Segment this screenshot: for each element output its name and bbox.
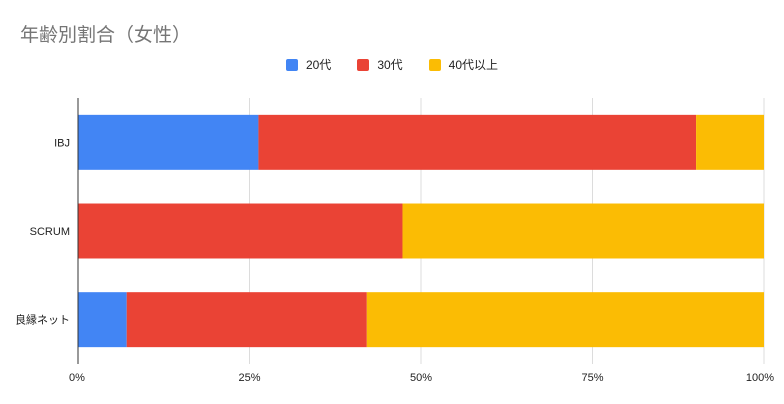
legend-label-30s: 30代 [377, 58, 403, 72]
chart-title: 年齢別割合（女性） [20, 25, 192, 46]
legend-item-20s[interactable]: 20代 [285, 56, 332, 73]
x-tick-label: 0% [69, 372, 85, 384]
legend-item-40s-plus[interactable]: 40代以上 [428, 56, 499, 73]
legend-swatch-30s [357, 58, 370, 71]
bar-segment [78, 203, 403, 259]
y-category-label: SCRUM [30, 226, 70, 238]
y-category-label: 良縁ネット [15, 313, 70, 327]
legend-label-20s: 20代 [305, 58, 332, 72]
bar-segment [126, 292, 367, 348]
legend-label-40s-plus: 40代以上 [448, 58, 499, 72]
x-tick-label: 25% [238, 372, 260, 384]
legend: 20代 30代 40代以上 [0, 56, 784, 73]
bar-segment [78, 114, 259, 170]
legend-swatch-20s [285, 58, 298, 71]
bar-segment [696, 114, 764, 170]
legend-item-30s[interactable]: 30代 [357, 56, 403, 73]
x-tick-label: 75% [581, 372, 603, 384]
x-tick-label: 50% [410, 372, 432, 384]
bar-segment [402, 203, 764, 259]
legend-swatch-40s-plus [428, 58, 441, 71]
bar-segment [78, 292, 127, 348]
x-tick-label: 100% [746, 372, 774, 384]
bar-segment [366, 292, 764, 348]
bar-segment [258, 114, 697, 170]
y-category-label: IBJ [54, 137, 70, 149]
